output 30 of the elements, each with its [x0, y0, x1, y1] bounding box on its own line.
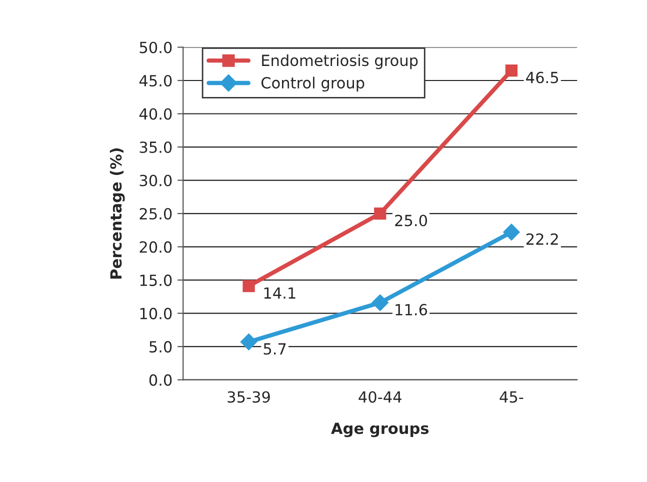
point: [372, 294, 388, 312]
y-tick-label: 25.0: [140, 208, 172, 220]
y-tick-label: 10.0: [140, 308, 172, 320]
x-tick-label: 45-: [500, 391, 524, 403]
point: [503, 224, 520, 241]
text: 5.7: [264, 343, 286, 355]
y-tick-label: 5.0: [150, 341, 172, 353]
y-tick-label: 30.0: [140, 174, 172, 186]
text: 11.6: [396, 304, 428, 316]
x-axis-title: Age groups: [331, 422, 429, 438]
x-tick-label: 35-39: [228, 391, 270, 403]
y-tick-label: 50.0: [140, 42, 172, 54]
text: 14.1: [264, 287, 296, 299]
legend-label: Control group: [261, 76, 364, 92]
text: 46.5: [526, 72, 558, 84]
y-tick-label: 15.0: [140, 274, 172, 286]
point: [505, 64, 518, 77]
y-tick-label: 0.0: [149, 374, 172, 386]
legend-label: Endometriosis group: [262, 54, 418, 70]
point: [242, 280, 255, 292]
y-tick-label: 45.0: [139, 74, 172, 87]
point: [240, 334, 258, 350]
text: 22.2: [526, 233, 558, 245]
y-tick-label: 35.0: [140, 141, 172, 154]
y-tick-label: 40.0: [139, 108, 172, 120]
y-axis-title: Percentage (%): [110, 148, 125, 279]
y-tick-label: 20.0: [140, 241, 172, 253]
x-tick-label: 40-44: [358, 391, 402, 403]
point: [374, 207, 386, 220]
text: 25.0: [395, 214, 428, 226]
